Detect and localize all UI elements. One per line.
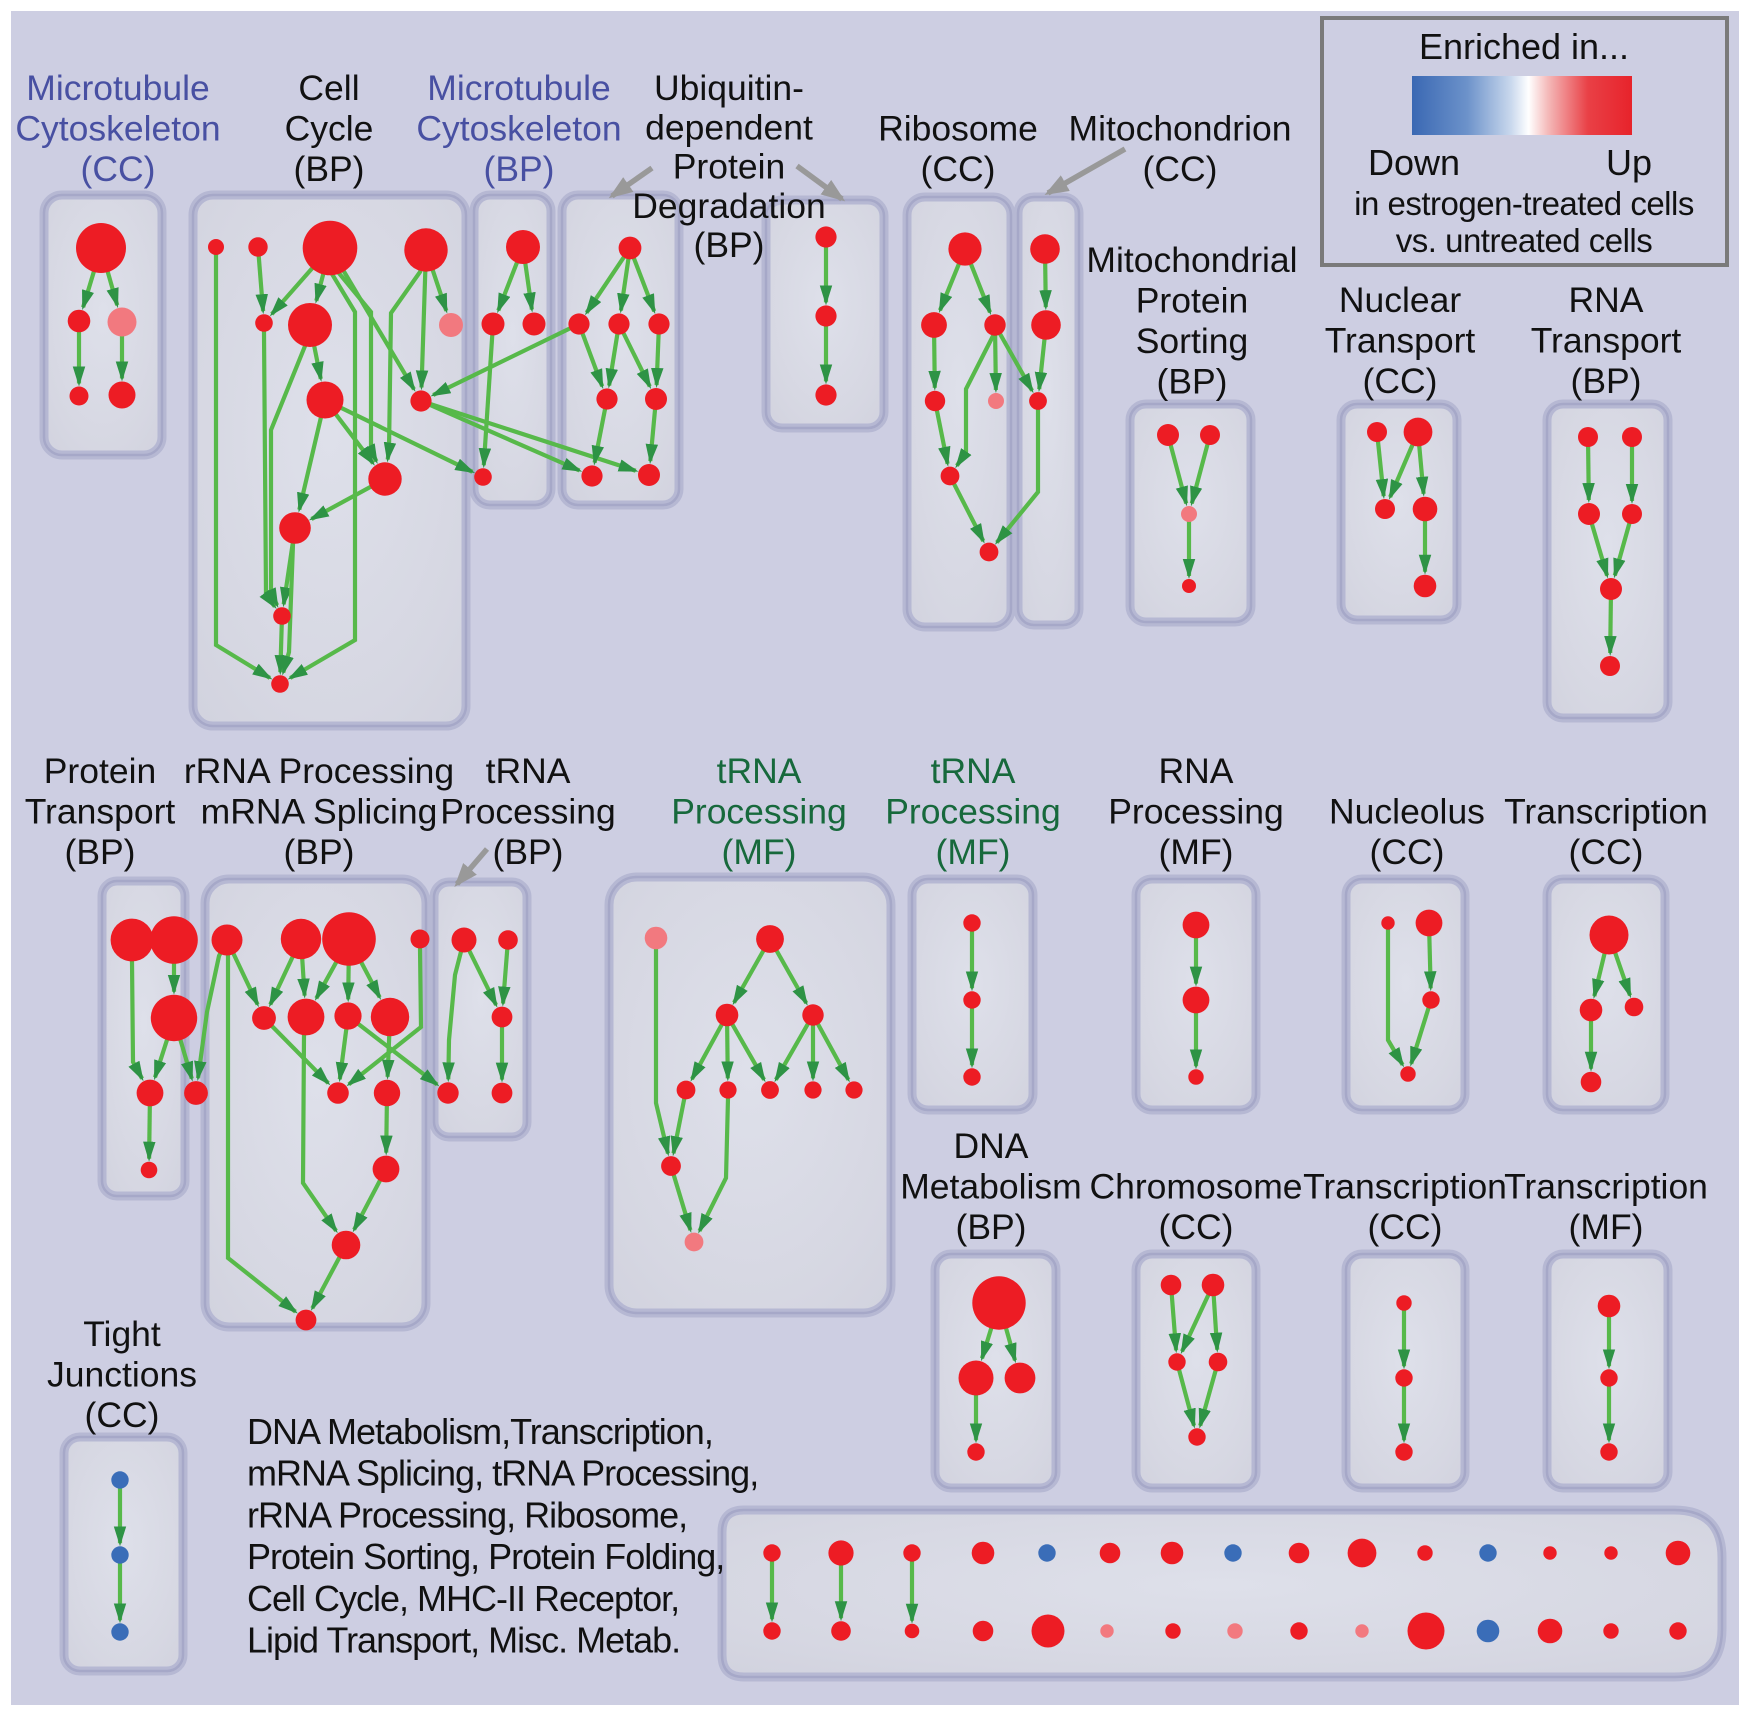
svg-text:Ubiquitin-: Ubiquitin- — [654, 68, 804, 108]
svg-text:vs. untreated cells: vs. untreated cells — [1396, 222, 1652, 259]
svg-text:Down: Down — [1368, 142, 1460, 183]
svg-text:Protein: Protein — [44, 751, 156, 791]
svg-text:(BP): (BP) — [65, 832, 136, 872]
svg-text:(CC): (CC) — [1143, 149, 1218, 189]
svg-text:Enriched in...: Enriched in... — [1419, 26, 1629, 67]
svg-text:RNA: RNA — [1159, 751, 1234, 791]
svg-text:Protein Sorting, Protein Foldi: Protein Sorting, Protein Folding, — [247, 1536, 724, 1577]
svg-text:(BP): (BP) — [294, 149, 365, 189]
svg-text:Nucleolus: Nucleolus — [1329, 792, 1485, 832]
svg-text:(MF): (MF) — [936, 832, 1011, 872]
svg-text:mRNA Splicing, tRNA Processing: mRNA Splicing, tRNA Processing, — [247, 1453, 758, 1494]
svg-text:Degradation: Degradation — [632, 186, 825, 226]
svg-text:rRNA Processing: rRNA Processing — [184, 751, 454, 791]
svg-text:Ribosome: Ribosome — [878, 109, 1038, 149]
svg-text:dependent: dependent — [645, 107, 813, 147]
svg-text:Tight: Tight — [83, 1314, 161, 1354]
svg-text:tRNA: tRNA — [931, 751, 1016, 791]
svg-text:(BP): (BP) — [284, 832, 355, 872]
svg-text:Protein: Protein — [673, 147, 785, 187]
svg-text:Processing: Processing — [440, 792, 616, 832]
svg-text:rRNA Processing, Ribosome,: rRNA Processing, Ribosome, — [247, 1494, 687, 1535]
svg-text:(CC): (CC) — [1370, 832, 1445, 872]
svg-text:Processing: Processing — [1108, 792, 1284, 832]
svg-text:mRNA Splicing: mRNA Splicing — [201, 792, 438, 832]
svg-text:(BP): (BP) — [956, 1207, 1027, 1247]
svg-text:in estrogen-treated cells: in estrogen-treated cells — [1354, 185, 1694, 222]
svg-text:(CC): (CC) — [1569, 832, 1644, 872]
svg-text:Nuclear: Nuclear — [1339, 280, 1462, 320]
svg-text:Transcription: Transcription — [1303, 1167, 1507, 1207]
svg-text:Protein: Protein — [1136, 281, 1248, 321]
svg-text:Cytoskeleton: Cytoskeleton — [15, 109, 220, 149]
svg-text:Transport: Transport — [1325, 321, 1476, 361]
svg-text:Cytoskeleton: Cytoskeleton — [416, 109, 621, 149]
svg-text:Mitochondrion: Mitochondrion — [1069, 109, 1292, 149]
svg-text:Microtubule: Microtubule — [26, 68, 210, 108]
svg-text:Cell Cycle, MHC-II Receptor,: Cell Cycle, MHC-II Receptor, — [247, 1578, 679, 1619]
svg-text:Metabolism: Metabolism — [900, 1167, 1082, 1207]
svg-text:Chromosome: Chromosome — [1089, 1167, 1302, 1207]
svg-text:Junctions: Junctions — [47, 1355, 197, 1395]
svg-text:Transport: Transport — [1531, 321, 1682, 361]
svg-text:DNA: DNA — [954, 1126, 1029, 1166]
svg-text:DNA Metabolism,Transcription,: DNA Metabolism,Transcription, — [247, 1411, 713, 1452]
svg-text:(CC): (CC) — [1159, 1207, 1234, 1247]
svg-text:RNA: RNA — [1569, 280, 1644, 320]
svg-text:Transcription: Transcription — [1504, 792, 1708, 832]
svg-text:Sorting: Sorting — [1136, 321, 1248, 361]
svg-text:(CC): (CC) — [81, 149, 156, 189]
svg-text:Mitochondrial: Mitochondrial — [1086, 240, 1297, 280]
svg-text:Cell: Cell — [298, 68, 359, 108]
svg-text:Lipid Transport, Misc. Metab.: Lipid Transport, Misc. Metab. — [247, 1620, 680, 1661]
svg-text:tRNA: tRNA — [486, 751, 571, 791]
svg-text:(CC): (CC) — [1368, 1207, 1443, 1247]
svg-text:(BP): (BP) — [493, 832, 564, 872]
svg-text:Microtubule: Microtubule — [427, 68, 611, 108]
svg-text:Up: Up — [1606, 142, 1652, 183]
svg-text:(CC): (CC) — [1363, 361, 1438, 401]
svg-text:Transport: Transport — [25, 792, 176, 832]
svg-text:(CC): (CC) — [921, 149, 996, 189]
svg-text:Cycle: Cycle — [285, 109, 374, 149]
svg-text:Processing: Processing — [885, 792, 1061, 832]
svg-text:(CC): (CC) — [85, 1395, 160, 1435]
svg-text:tRNA: tRNA — [717, 751, 802, 791]
svg-text:(MF): (MF) — [1159, 832, 1234, 872]
svg-text:(BP): (BP) — [694, 225, 765, 265]
svg-text:(MF): (MF) — [722, 832, 797, 872]
svg-text:(BP): (BP) — [1571, 361, 1642, 401]
svg-text:(BP): (BP) — [484, 149, 555, 189]
svg-text:Processing: Processing — [671, 792, 847, 832]
svg-text:(MF): (MF) — [1569, 1207, 1644, 1247]
svg-text:Transcription: Transcription — [1504, 1167, 1708, 1207]
svg-text:(BP): (BP) — [1157, 362, 1228, 402]
